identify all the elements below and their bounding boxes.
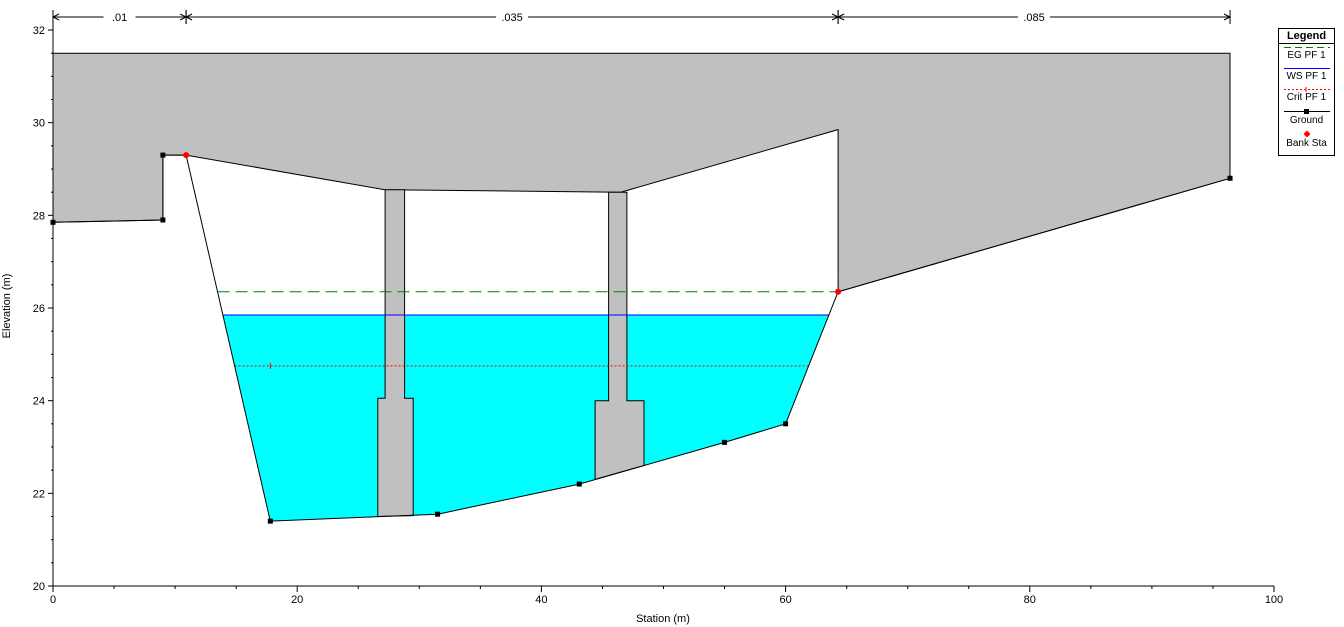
legend-label-crit: Crit PF 1 xyxy=(1286,92,1327,103)
ground-point xyxy=(160,217,166,223)
n-arrow-left xyxy=(836,13,845,21)
legend-entry-crit: Crit PF 1 xyxy=(1279,87,1334,104)
axes: 0 20 40 60 80 100 20 22 24 26 28 30 32 xyxy=(33,10,1283,606)
x-tick-label: 40 xyxy=(535,594,547,606)
n-label-bg xyxy=(496,10,529,23)
n-arrow-left xyxy=(51,13,60,21)
y-tick-label: 22 xyxy=(33,488,45,500)
legend-label-bank: Bank Sta xyxy=(1286,138,1327,149)
x-tick-label: 100 xyxy=(1265,594,1283,606)
legend-entry-eg: EG PF 1 xyxy=(1279,45,1334,62)
ground-point xyxy=(783,421,789,427)
bridge-piers xyxy=(377,189,645,518)
ground-point xyxy=(160,152,166,158)
legend-label-ground: Ground xyxy=(1289,115,1324,126)
y-tick-label: 24 xyxy=(33,396,45,408)
ground-line xyxy=(50,152,1233,524)
bridge-deck xyxy=(52,52,1231,293)
legend: Legend EG PF 1 WS PF 1 Crit PF 1 Ground … xyxy=(1278,28,1335,156)
ground-point xyxy=(722,439,728,445)
water-fill xyxy=(222,314,829,522)
x-tick-label: 0 xyxy=(50,594,56,606)
y-tick-label: 28 xyxy=(33,210,45,222)
x-tick-label: 20 xyxy=(291,594,303,606)
n-value-label: .085 xyxy=(1023,12,1044,24)
legend-entry-bank: Bank Sta xyxy=(1279,130,1334,150)
water-area xyxy=(222,314,829,522)
x-tick-label: 80 xyxy=(1024,594,1036,606)
n-value-label: .01 xyxy=(112,12,127,24)
n-label-bg xyxy=(103,10,136,23)
x-axis-label: Station (m) xyxy=(636,613,690,625)
deck-shape xyxy=(52,52,1231,293)
ground-point xyxy=(1227,175,1233,181)
profile-lines xyxy=(217,291,839,369)
bank-station-point xyxy=(835,288,842,295)
legend-title: Legend xyxy=(1279,29,1334,44)
n-value-label: .035 xyxy=(501,12,522,24)
n-label-bg xyxy=(1018,10,1051,23)
y-tick-label: 32 xyxy=(33,25,45,37)
legend-entry-ground: Ground xyxy=(1279,108,1334,127)
legend-entry-ws: WS PF 1 xyxy=(1279,66,1334,83)
ground-point xyxy=(267,518,273,524)
x-tick-label: 60 xyxy=(779,594,791,606)
mannings-n-bar: .01 .035 .085 xyxy=(51,10,1232,24)
n-arrow-right xyxy=(1223,13,1232,21)
ground-point xyxy=(435,511,441,517)
bank-station-point xyxy=(183,152,190,159)
legend-label-ws: WS PF 1 xyxy=(1286,71,1327,82)
y-tick-label: 20 xyxy=(33,581,45,593)
y-axis-label: Elevation (m) xyxy=(1,274,13,339)
ground-point xyxy=(576,481,582,487)
n-arrow-left xyxy=(184,13,193,21)
y-tick-label: 30 xyxy=(33,118,45,130)
y-tick-label: 26 xyxy=(33,303,45,315)
legend-label-eg: EG PF 1 xyxy=(1287,50,1326,61)
